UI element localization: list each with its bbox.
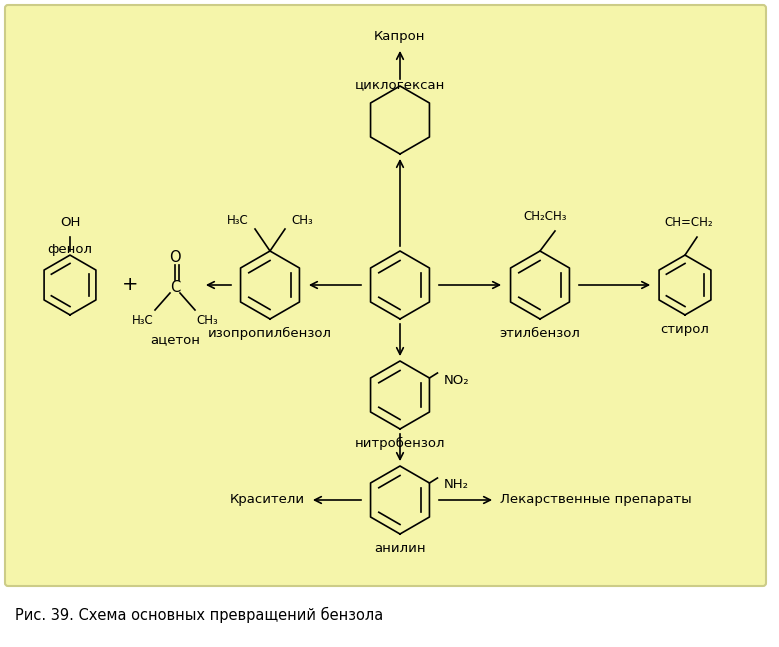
Text: анилин: анилин: [374, 542, 426, 555]
Text: этилбензол: этилбензол: [499, 327, 580, 340]
Text: изопропилбензол: изопропилбензол: [208, 327, 332, 340]
Text: NO₂: NO₂: [444, 373, 470, 386]
Text: CH=CH₂: CH=CH₂: [664, 216, 714, 229]
Text: CH₃: CH₃: [291, 215, 313, 228]
Text: Капрон: Капрон: [374, 30, 426, 43]
Text: O: O: [169, 250, 181, 265]
Text: циклогексан: циклогексан: [354, 78, 445, 91]
FancyBboxPatch shape: [5, 5, 766, 586]
Text: нитробензол: нитробензол: [354, 437, 446, 450]
Text: Лекарственные препараты: Лекарственные препараты: [500, 494, 692, 507]
Text: CH₃: CH₃: [196, 314, 218, 327]
Text: H₃C: H₃C: [227, 215, 249, 228]
Text: Рис. 39. Схема основных превращений бензола: Рис. 39. Схема основных превращений бенз…: [15, 607, 383, 623]
Text: C: C: [170, 280, 180, 294]
Text: фенол: фенол: [48, 243, 93, 256]
Text: стирол: стирол: [661, 323, 710, 336]
Text: OH: OH: [60, 216, 80, 229]
Text: Красители: Красители: [230, 494, 305, 507]
Text: CH₂CH₃: CH₂CH₃: [523, 210, 567, 223]
Text: NH₂: NH₂: [444, 479, 469, 492]
Text: ацетон: ацетон: [150, 333, 200, 347]
Text: +: +: [122, 276, 138, 294]
Text: H₃C: H₃C: [132, 314, 154, 327]
